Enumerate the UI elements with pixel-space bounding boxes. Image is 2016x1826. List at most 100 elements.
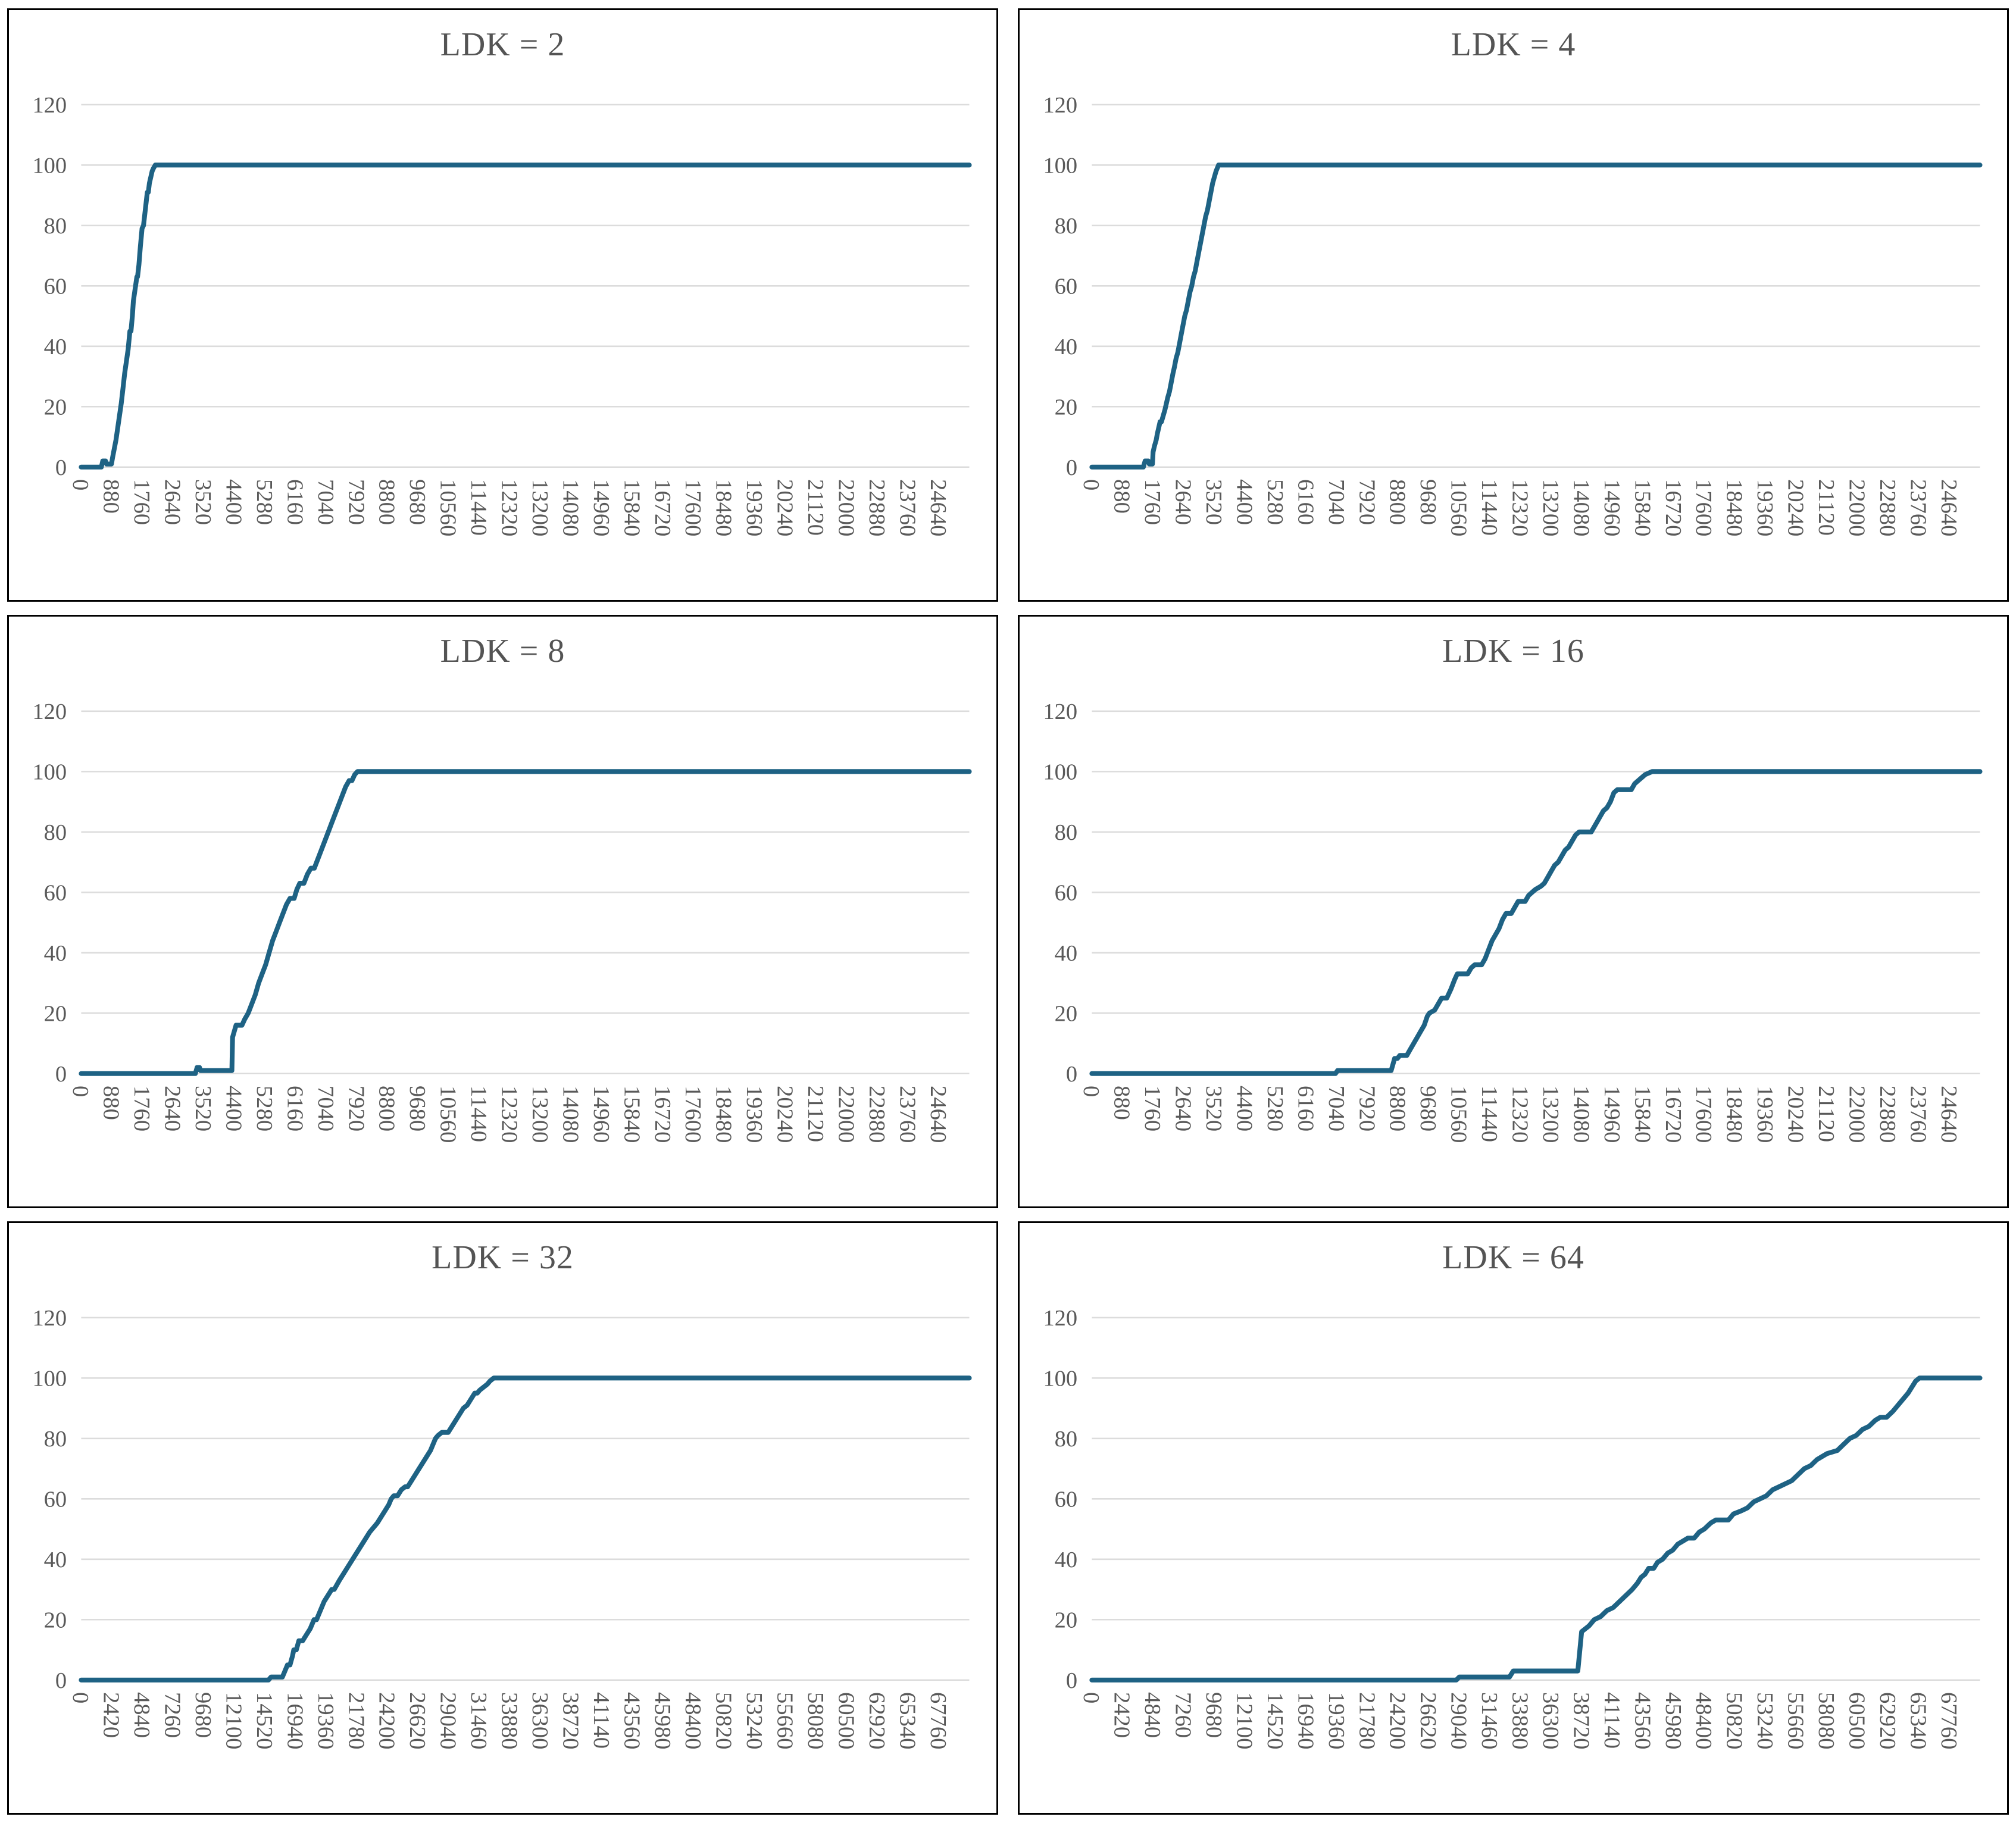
x-tick-label: 15840 [1630,1086,1655,1143]
x-tick-label: 45980 [1661,1692,1686,1749]
x-tick-label: 7260 [160,1692,185,1738]
x-tick-label: 4840 [129,1692,154,1738]
y-tick-label: 100 [32,1367,67,1392]
x-tick-label: 15840 [619,1086,644,1143]
x-tick-label: 19360 [1752,1086,1777,1143]
x-tick-label: 38720 [558,1692,583,1749]
y-tick-label: 120 [32,93,67,118]
gridlines [1092,710,1980,1075]
x-tick-label: 3520 [190,479,215,525]
x-tick-label: 6160 [282,479,307,525]
x-tick-label: 41140 [589,1692,614,1749]
x-tick-label: 14960 [1599,1086,1624,1143]
y-tick-label: 40 [44,334,67,359]
x-tick-label: 21120 [1814,479,1839,536]
y-tick-label: 60 [1055,274,1077,299]
chart-panel-ldk-32: LDK = 32 0 20 40 60 80 100 120 0 2420 4840 7260 968… [7,1221,998,1815]
x-tick-label: 53240 [1752,1692,1777,1749]
x-tick-label: 48400 [1691,1692,1716,1749]
y-axis-labels: 0 20 40 60 80 100 120 [32,1306,67,1693]
x-tick-label: 17600 [680,479,705,536]
x-tick-label: 20240 [773,479,798,536]
x-tick-label: 11440 [466,1086,491,1142]
gridlines [1092,104,1980,468]
chart-plot: 0 20 40 60 80 100 120 0 880 1760 2640 3520 4400 5280 6… [32,699,972,1143]
x-tick-label: 1760 [1140,1086,1165,1131]
x-tick-label: 2640 [1171,1086,1196,1131]
x-tick-label: 880 [99,479,124,514]
x-axis-labels: 0 880 1760 2640 3520 4400 5280 6160 7040 7920 8800… [68,1086,951,1143]
y-axis-labels: 0 20 40 60 80 100 120 [32,699,67,1087]
chart-panel-ldk-4: LDK = 4 0 20 40 60 80 100 120 0 880 1760 2640 3520 4… [1018,8,2009,602]
x-tick-label: 9680 [405,479,430,525]
y-tick-label: 80 [1055,820,1077,845]
x-tick-label: 9680 [1415,479,1440,525]
x-tick-label: 22000 [1845,479,1870,536]
x-tick-label: 24640 [1936,479,1961,536]
chart-plot: 0 20 40 60 80 100 120 0 2420 4840 7260 9680 12100 145… [1043,1306,1983,1749]
y-tick-label: 100 [32,154,67,179]
y-tick-label: 0 [55,1668,67,1693]
x-tick-label: 14080 [1568,1086,1593,1143]
chart-panel-ldk-16: LDK = 16 0 20 40 60 80 100 120 0 880 1760 2640 3520… [1018,615,2009,1208]
x-tick-label: 6160 [282,1086,307,1131]
x-tick-label: 7040 [1324,1086,1349,1131]
chart-plot: 0 20 40 60 80 100 120 0 2420 4840 7260 9680 12100 145… [32,1306,972,1749]
x-tick-label: 7040 [313,479,338,525]
x-tick-label: 6160 [1293,1086,1318,1131]
x-tick-label: 48400 [680,1692,705,1749]
x-tick-label: 7040 [1324,479,1349,525]
x-tick-label: 14080 [558,1086,583,1143]
x-tick-label: 12320 [497,1086,522,1143]
x-tick-label: 5280 [252,1086,277,1131]
x-tick-label: 22000 [1845,1086,1870,1143]
series-line-cumulative-percent [1089,1375,1983,1683]
x-tick-label: 1760 [129,1086,154,1131]
series-line-cumulative-percent [79,162,972,470]
y-tick-label: 20 [44,1001,67,1026]
x-tick-label: 16940 [1293,1692,1318,1749]
gridlines [81,1317,970,1681]
x-tick-label: 43560 [619,1692,644,1749]
series-line-cumulative-percent [79,1375,972,1683]
y-tick-label: 20 [1055,1001,1077,1026]
x-axis-labels: 0 880 1760 2640 3520 4400 5280 6160 7040 7920 8800… [1079,1086,1961,1143]
y-tick-label: 0 [1066,455,1077,480]
y-tick-label: 100 [1043,760,1077,785]
x-tick-label: 26620 [405,1692,430,1749]
chart-title: LDK = 4 [1451,26,1576,63]
x-tick-label: 55660 [1783,1692,1808,1749]
x-tick-label: 14960 [589,1086,614,1143]
x-tick-label: 9680 [1415,1086,1440,1131]
x-tick-label: 21120 [1814,1086,1839,1142]
x-tick-label: 5280 [252,479,277,525]
x-tick-label: 14080 [1568,479,1593,536]
x-tick-label: 0 [1079,1086,1104,1097]
x-tick-label: 20240 [773,1086,798,1143]
x-tick-label: 5280 [1262,479,1287,525]
x-tick-label: 8800 [1385,479,1410,525]
y-tick-label: 80 [1055,1427,1077,1452]
y-tick-label: 120 [32,1306,67,1331]
x-tick-label: 13200 [1538,1086,1563,1143]
x-tick-label: 23760 [895,479,920,536]
chart-panel-ldk-8: LDK = 8 0 20 40 60 80 100 120 0 880 1760 2640 3520 4… [7,615,998,1208]
x-tick-label: 18480 [711,1086,736,1143]
x-tick-label: 14960 [1599,479,1624,536]
chart-plot: 0 20 40 60 80 100 120 0 880 1760 2640 3520 4400 5280 6… [1043,699,1983,1143]
y-tick-label: 60 [44,880,67,905]
x-tick-label: 7920 [1354,479,1379,525]
y-tick-label: 100 [1043,1367,1077,1392]
y-axis-labels: 0 20 40 60 80 100 120 [32,93,67,480]
x-tick-label: 3520 [1201,1086,1226,1131]
x-tick-label: 60500 [834,1692,859,1749]
x-tick-label: 62920 [864,1692,889,1749]
y-tick-label: 80 [44,1427,67,1452]
y-tick-label: 40 [1055,941,1077,966]
x-tick-label: 53240 [742,1692,767,1749]
x-tick-label: 24200 [374,1692,399,1749]
y-axis-labels: 0 20 40 60 80 100 120 [1043,699,1077,1087]
y-tick-label: 0 [55,1062,67,1087]
x-tick-label: 7260 [1171,1692,1196,1738]
chart-plot: 0 20 40 60 80 100 120 0 880 1760 2640 3520 4400 5280 6… [1043,93,1983,536]
